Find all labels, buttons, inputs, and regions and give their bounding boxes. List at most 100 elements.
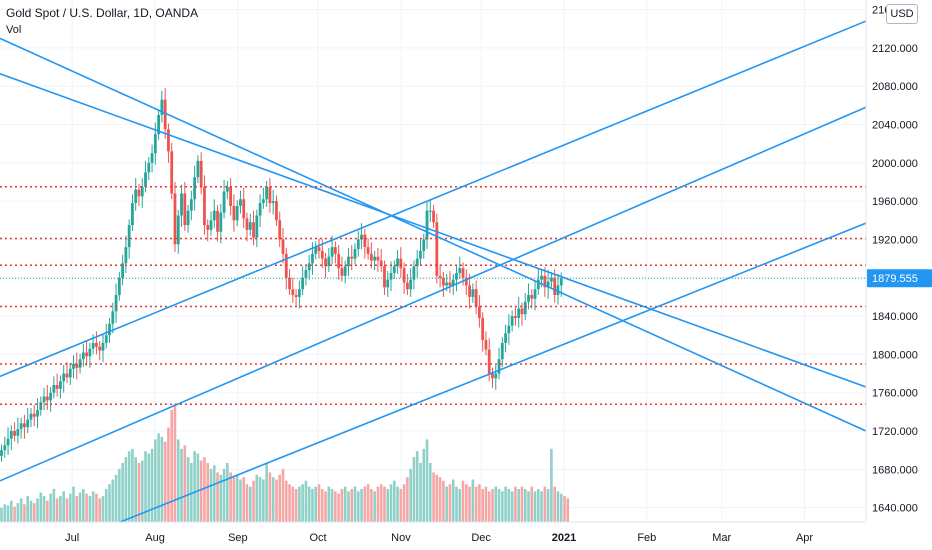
candle-body [88,348,92,357]
volume-bar [317,484,321,522]
candle-body [409,279,413,290]
volume-bar [36,498,39,522]
candle-body [363,234,367,248]
candle-body [265,186,269,200]
volume-bar [402,484,406,522]
candle-body [255,215,259,238]
chart-title: Gold Spot / U.S. Dollar, 1D, OANDA [6,6,199,20]
volume-indicator-label[interactable]: Vol [6,24,22,36]
candle-body [248,222,252,230]
volume-bar [504,486,507,522]
volume-bar [294,488,298,522]
volume-bar [65,498,69,522]
volume-bar [307,486,311,522]
volume-bar [517,488,520,522]
candle-body [206,225,210,230]
candle-body [252,222,255,238]
candle-body [189,199,193,211]
candle-body [173,193,177,245]
candle-body [131,203,134,226]
volume-bar [219,474,223,522]
candle-body [294,295,298,297]
currency-button[interactable]: USD [886,4,918,24]
volume-bar [39,492,43,522]
volume-bar [360,488,363,522]
candle-body [91,342,95,349]
volume-bar [520,486,524,522]
volume-bar [104,488,108,522]
volume-bar [19,498,23,522]
candle-body [402,268,406,283]
volume-bar [6,505,10,522]
candle-body [471,289,475,297]
volume-bar [284,480,288,522]
candle-body [366,247,370,254]
candle-body [32,413,36,417]
volume-bar [435,474,439,522]
candle-body [62,373,66,382]
volume-bar [563,496,566,522]
candle-body [491,373,494,379]
volume-bar [406,477,409,522]
price-tick-label: 2080.000 [872,81,918,93]
candle-body [553,277,557,296]
candle-body [68,368,72,378]
volume-bar [62,491,65,522]
volume-bar [465,484,468,522]
volume-bar [258,477,262,522]
volume-bar [13,506,16,522]
candle-body [153,134,157,154]
candle-body [445,282,449,286]
candle-body [412,266,416,280]
candle-body [55,385,59,389]
candle-body [517,308,521,318]
candle-body [530,295,534,299]
candle-body [278,220,282,240]
candle-body [3,445,7,451]
candle-body [337,253,341,269]
candle-body [451,279,455,286]
candle-body [36,409,39,417]
candle-body [42,396,46,403]
volume-bar [445,486,448,522]
candle-body [186,210,190,226]
candle-body [376,256,380,261]
volume-bar [72,486,75,522]
candle-body [75,363,79,368]
volume-bar [180,448,183,522]
volume-bar [501,491,504,522]
trendline [0,72,867,388]
volume-bar [484,486,488,522]
volume-bar [275,479,278,522]
candle-body [281,239,285,254]
volume-bar [147,453,151,522]
time-tick-label: Dec [471,532,491,544]
volume-bar [494,486,498,522]
price-tick-label: 1840.000 [872,311,918,323]
volume-bar [114,474,118,522]
volume-bar [190,463,193,522]
candle-body [225,186,229,192]
time-tick-label: Nov [391,532,411,544]
candle-body [373,256,377,261]
volume-bar [474,486,478,522]
candle-body [258,203,262,216]
candle-body [500,342,504,360]
price-tick-label: 1800.000 [872,349,918,361]
candle-body [389,272,393,280]
candle-body [275,201,278,221]
trendline [0,20,867,378]
volume-bar [176,439,180,522]
candle-body [49,392,52,401]
time-tick-label: Feb [637,532,656,544]
candle-body [320,250,324,259]
candle-body [559,278,563,286]
candle-body [415,258,419,267]
candle-body [229,186,233,206]
volume-bar [455,486,458,522]
candle-body [268,186,272,204]
candle-body [203,186,206,226]
current-price-value: 1879.555 [872,273,918,285]
candle-body [536,279,540,290]
